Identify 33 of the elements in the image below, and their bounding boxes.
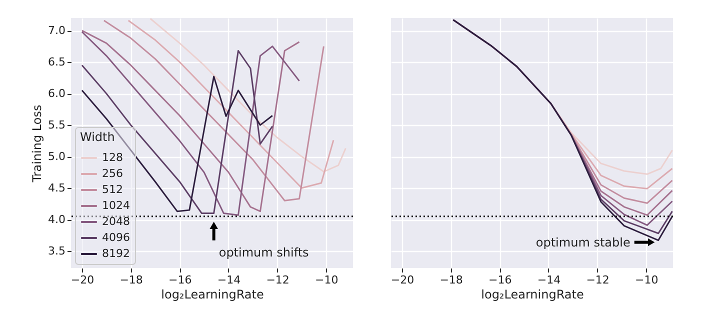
x-tick-label: −12	[586, 274, 610, 286]
x-tick-label: −12	[266, 274, 290, 286]
legend-title: Width	[80, 130, 115, 144]
y-tick-label: 3.5	[48, 244, 66, 258]
x-tick-label: −20	[390, 274, 414, 286]
legend-label: 256	[102, 167, 123, 180]
x-tick-label: −14	[217, 274, 241, 286]
legend-label: 128	[102, 151, 123, 164]
y-axis-title: Training Loss	[30, 104, 44, 184]
x-axis-title: log₂LearningRate	[161, 288, 264, 302]
x-tick-label: −10	[315, 274, 338, 286]
x-axis-title: log₂LearningRate	[481, 288, 584, 302]
annotation: optimum shifts	[218, 245, 309, 260]
x-tick-label: −20	[70, 274, 94, 286]
y-tick-label: 5.5	[48, 118, 66, 132]
x-tick-label: −16	[488, 274, 512, 286]
legend-label: 4096	[102, 231, 130, 244]
x-tick-label: −10	[635, 274, 658, 286]
legend-label: 512	[102, 183, 123, 196]
x-tick-label: −14	[537, 274, 561, 286]
y-tick-label: 5.0	[48, 150, 66, 164]
y-tick-label: 7.0	[48, 24, 66, 38]
x-tick-label: −18	[440, 274, 463, 286]
y-tick-label: 6.0	[48, 87, 66, 100]
y-tick-label: 6.5	[48, 56, 66, 69]
x-tick-label: −18	[120, 274, 143, 286]
legend-label: 8192	[102, 247, 130, 260]
legend-label: 2048	[102, 215, 130, 228]
legend-label: 1024	[102, 199, 130, 212]
y-tick-label: 4.0	[48, 213, 66, 226]
y-tick-label: 4.5	[48, 182, 66, 195]
x-tick-label: −16	[168, 274, 192, 286]
annotation: optimum stable	[536, 235, 630, 250]
